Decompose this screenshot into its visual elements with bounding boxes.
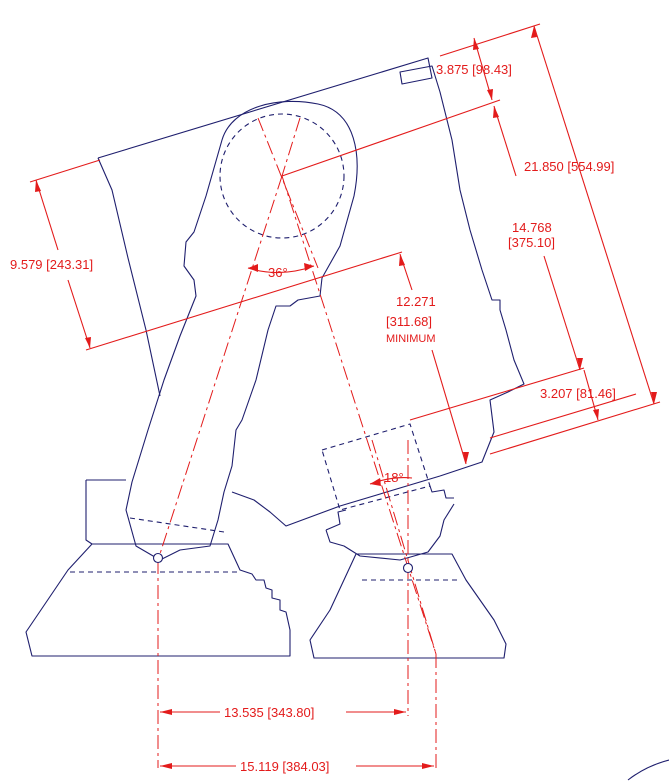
corner-arc [627,759,669,781]
leg-angle-arrow-b [304,263,314,271]
top-offset-arrow-b [487,89,493,100]
pivot-centerline-b [281,117,301,177]
shoulder-hub-hidden [219,113,345,239]
pivot-centerline-a [257,117,319,269]
overall-dim-line [533,25,655,405]
bottom-offset-label: 3.207 [81.46] [540,386,616,401]
leg-hidden-line [129,517,225,533]
body-left-edge [97,157,161,397]
leg-angle-label: 36° [268,265,288,280]
left-height-arrow-top [35,180,41,192]
leg-angle-arrow-a [248,264,258,272]
bottom-offset-ext-b [489,393,637,439]
clearance-dim-line-b [431,349,467,465]
top-offset-arrow-a [473,38,479,50]
overall-arrow-bottom [651,392,657,404]
spacing-long-arrow-right [422,763,434,769]
pivot-bottom-label: 14.768 [512,220,552,235]
spacing-short-arrow-right [394,709,406,715]
pivot-bottom-arrow-bottom [577,358,583,370]
pivot-bottom-dim-line-a [493,105,517,177]
foot-angle-arrow [370,478,381,486]
center-foot-tilt-centerline [371,439,437,655]
left-height-dim-line-b [67,279,91,349]
bottom-offset-arrow [593,409,599,420]
left-height-label: 9.579 [243.31] [10,257,93,272]
center-ankle-outline [325,485,455,561]
clearance-note: MINIMUM [386,333,436,345]
left-leg-outline [125,100,358,561]
left-height-ext-top [29,159,101,183]
foot-angle-label: 18° [384,470,404,485]
bottom-offset-ext-a [409,367,585,421]
clearance-arrow-bottom [463,452,469,464]
pivot-bottom-mm-label: [375.10] [508,235,555,250]
body-lower-edge [231,475,441,527]
left-foot-ankle [85,479,126,545]
spacing-long-label: 15.119 [384.03] [240,759,329,774]
pivot-bottom-dim-line-b [543,255,581,371]
overall-ext-bottom [489,401,661,455]
body-shell-outline [97,57,525,477]
clearance-label: 12.271 [396,294,436,309]
center-ankle-pivot [402,562,414,574]
overall-arrow-top [531,26,537,38]
spacing-short-label: 13.535 [343.80] [224,705,314,720]
overall-height-label: 21.850 [554.99] [524,159,614,174]
left-foot-outline [25,543,291,657]
left-height-dim-line-a [35,179,59,251]
left-height-ext-bottom [85,251,403,351]
clearance-mm-label: [311.68] [386,314,432,329]
spacing-short-arrow-left [160,709,172,715]
pivot-bottom-arrow-top [493,106,499,118]
top-offset-label: 3.875 [98.43] [436,62,512,77]
left-leg-centerline [157,175,283,561]
spacing-long-arrow-left [160,763,172,769]
left-height-arrow-bottom [85,337,91,348]
top-offset-ext [281,99,501,177]
center-leg-centerline [281,175,437,655]
overall-ext-top [439,23,541,57]
clearance-arrow-top [399,254,405,266]
left-ankle-pivot [152,552,164,564]
center-foot-outline [309,553,507,659]
